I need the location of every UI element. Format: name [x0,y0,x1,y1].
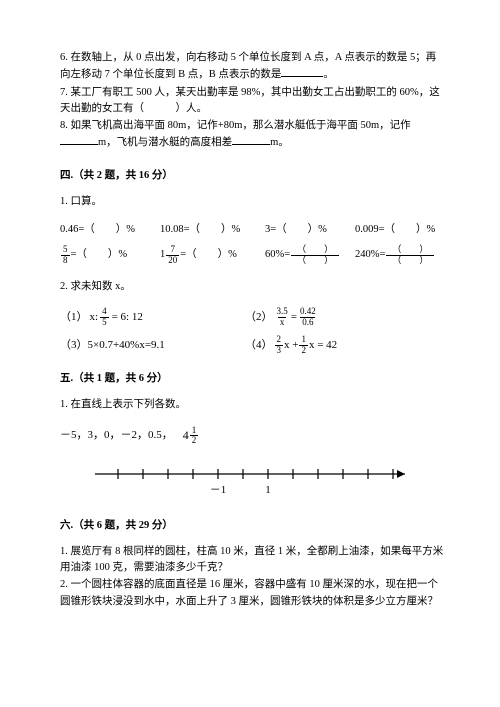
frac-0.42-0.6: 0.42 0.6 [298,307,318,327]
sec5-q1: 1. 在直线上表示下列各数。 [60,397,445,413]
calc-row-1: 0.46=（ ）% 10.08=（ ）% 3=（ ）% 0.009=（ ）% [60,222,445,238]
number-line: －1 1 [83,456,423,502]
sec6-q1: 1. 展览厅有 8 根同样的圆柱，柱高 10 米，直径 1 米，全都刷上油漆，如… [60,544,445,577]
r1c3: 3=（ ）% [265,222,355,238]
frac-1-2: 1 2 [299,335,308,355]
sec4-q2: 2. 求未知数 x。 [60,279,445,295]
q8-text-a: 8. 如果飞机高出海平面 80m，记作+80m，那么潜水艇低于海平面 50m，记… [60,120,411,131]
number-list: －5，3，0，－2，0.5， 4 1 2 [60,426,445,446]
r1c1: 0.46=（ ）% [60,222,160,238]
section-6-header: 六.（共 6 题，共 29 分） [60,518,445,534]
calc-row-2: 5 8 =（ ）% 1 7 20 =（ ）% 60%= （ ） （ ） [60,245,445,265]
question-7: 7. 某工厂有职工 500 人，某天出勤率是 98%，其中出勤女工占出勤职工的 … [60,85,445,118]
r1c2: 10.08=（ ）% [160,222,265,238]
frac-4-5: 4 5 [100,307,109,327]
frac-2-3: 2 3 [275,335,284,355]
paren-frac-1: （ ） （ ） [291,245,339,265]
q6-text-b: 。 [323,69,334,80]
section-5-header: 五.（共 1 题，共 6 分） [60,371,445,387]
r2c3: 60%= （ ） （ ） [265,245,355,265]
q6-text-a: 6. 在数轴上，从 0 点出发，向右移动 5 个单位长度到 A 点，A 点表示的… [60,52,436,80]
r1c4: 0.009=（ ）% [355,222,435,238]
paren-frac-2: （ ） （ ） [386,245,434,265]
sec4-q1: 1. 口算。 [60,194,445,210]
q8-text-b: m，飞机与潜水艇的高度相差 [98,137,232,148]
frac-3.5-x: 3.5 x [275,307,290,327]
frac-5-8: 5 8 [61,245,70,265]
eq2: （2） 3.5 x = 0.42 0.6 [245,307,319,327]
q8-text-c: m。 [270,137,289,148]
eq3: （3）5×0.7+40%x=9.1 [60,335,245,355]
tick-neg1: －1 [209,484,226,496]
eq4: （4） 2 3 x + 1 2 x = 42 [245,335,337,355]
question-8: 8. 如果飞机高出海平面 80m，记作+80m，那么潜水艇低于海平面 50m，记… [60,118,445,152]
mix-4-1-2: 4 1 2 [183,426,200,446]
equation-row-1: （1） x: 4 5 = 6: 12 （2） 3.5 x = 0.42 0.6 [60,307,445,327]
tick-1: 1 [265,484,271,496]
r2c4: 240%= （ ） （ ） [355,245,435,265]
q6-blank [281,66,323,77]
question-6: 6. 在数轴上，从 0 点出发，向右移动 5 个单位长度到 A 点，A 点表示的… [60,50,445,84]
sec6-q2: 2. 一个圆柱体容器的底面直径是 16 厘米，容器中盛有 10 厘米深的水，现在… [60,577,445,610]
q8-blank-2 [232,134,270,145]
eq1: （1） x: 4 5 = 6: 12 [60,307,245,327]
r2c1: 5 8 =（ ）% [60,245,160,265]
section-4-header: 四.（共 2 题，共 16 分） [60,168,445,184]
equation-row-2: （3）5×0.7+40%x=9.1 （4） 2 3 x + 1 2 x = 42 [60,335,445,355]
q8-blank-1 [60,134,98,145]
r2c2: 1 7 20 =（ ）% [160,245,265,265]
mix-1-7-20: 1 7 20 [160,245,180,265]
q7-text: 7. 某工厂有职工 500 人，某天出勤率是 98%，其中出勤女工占出勤职工的 … [60,87,440,114]
